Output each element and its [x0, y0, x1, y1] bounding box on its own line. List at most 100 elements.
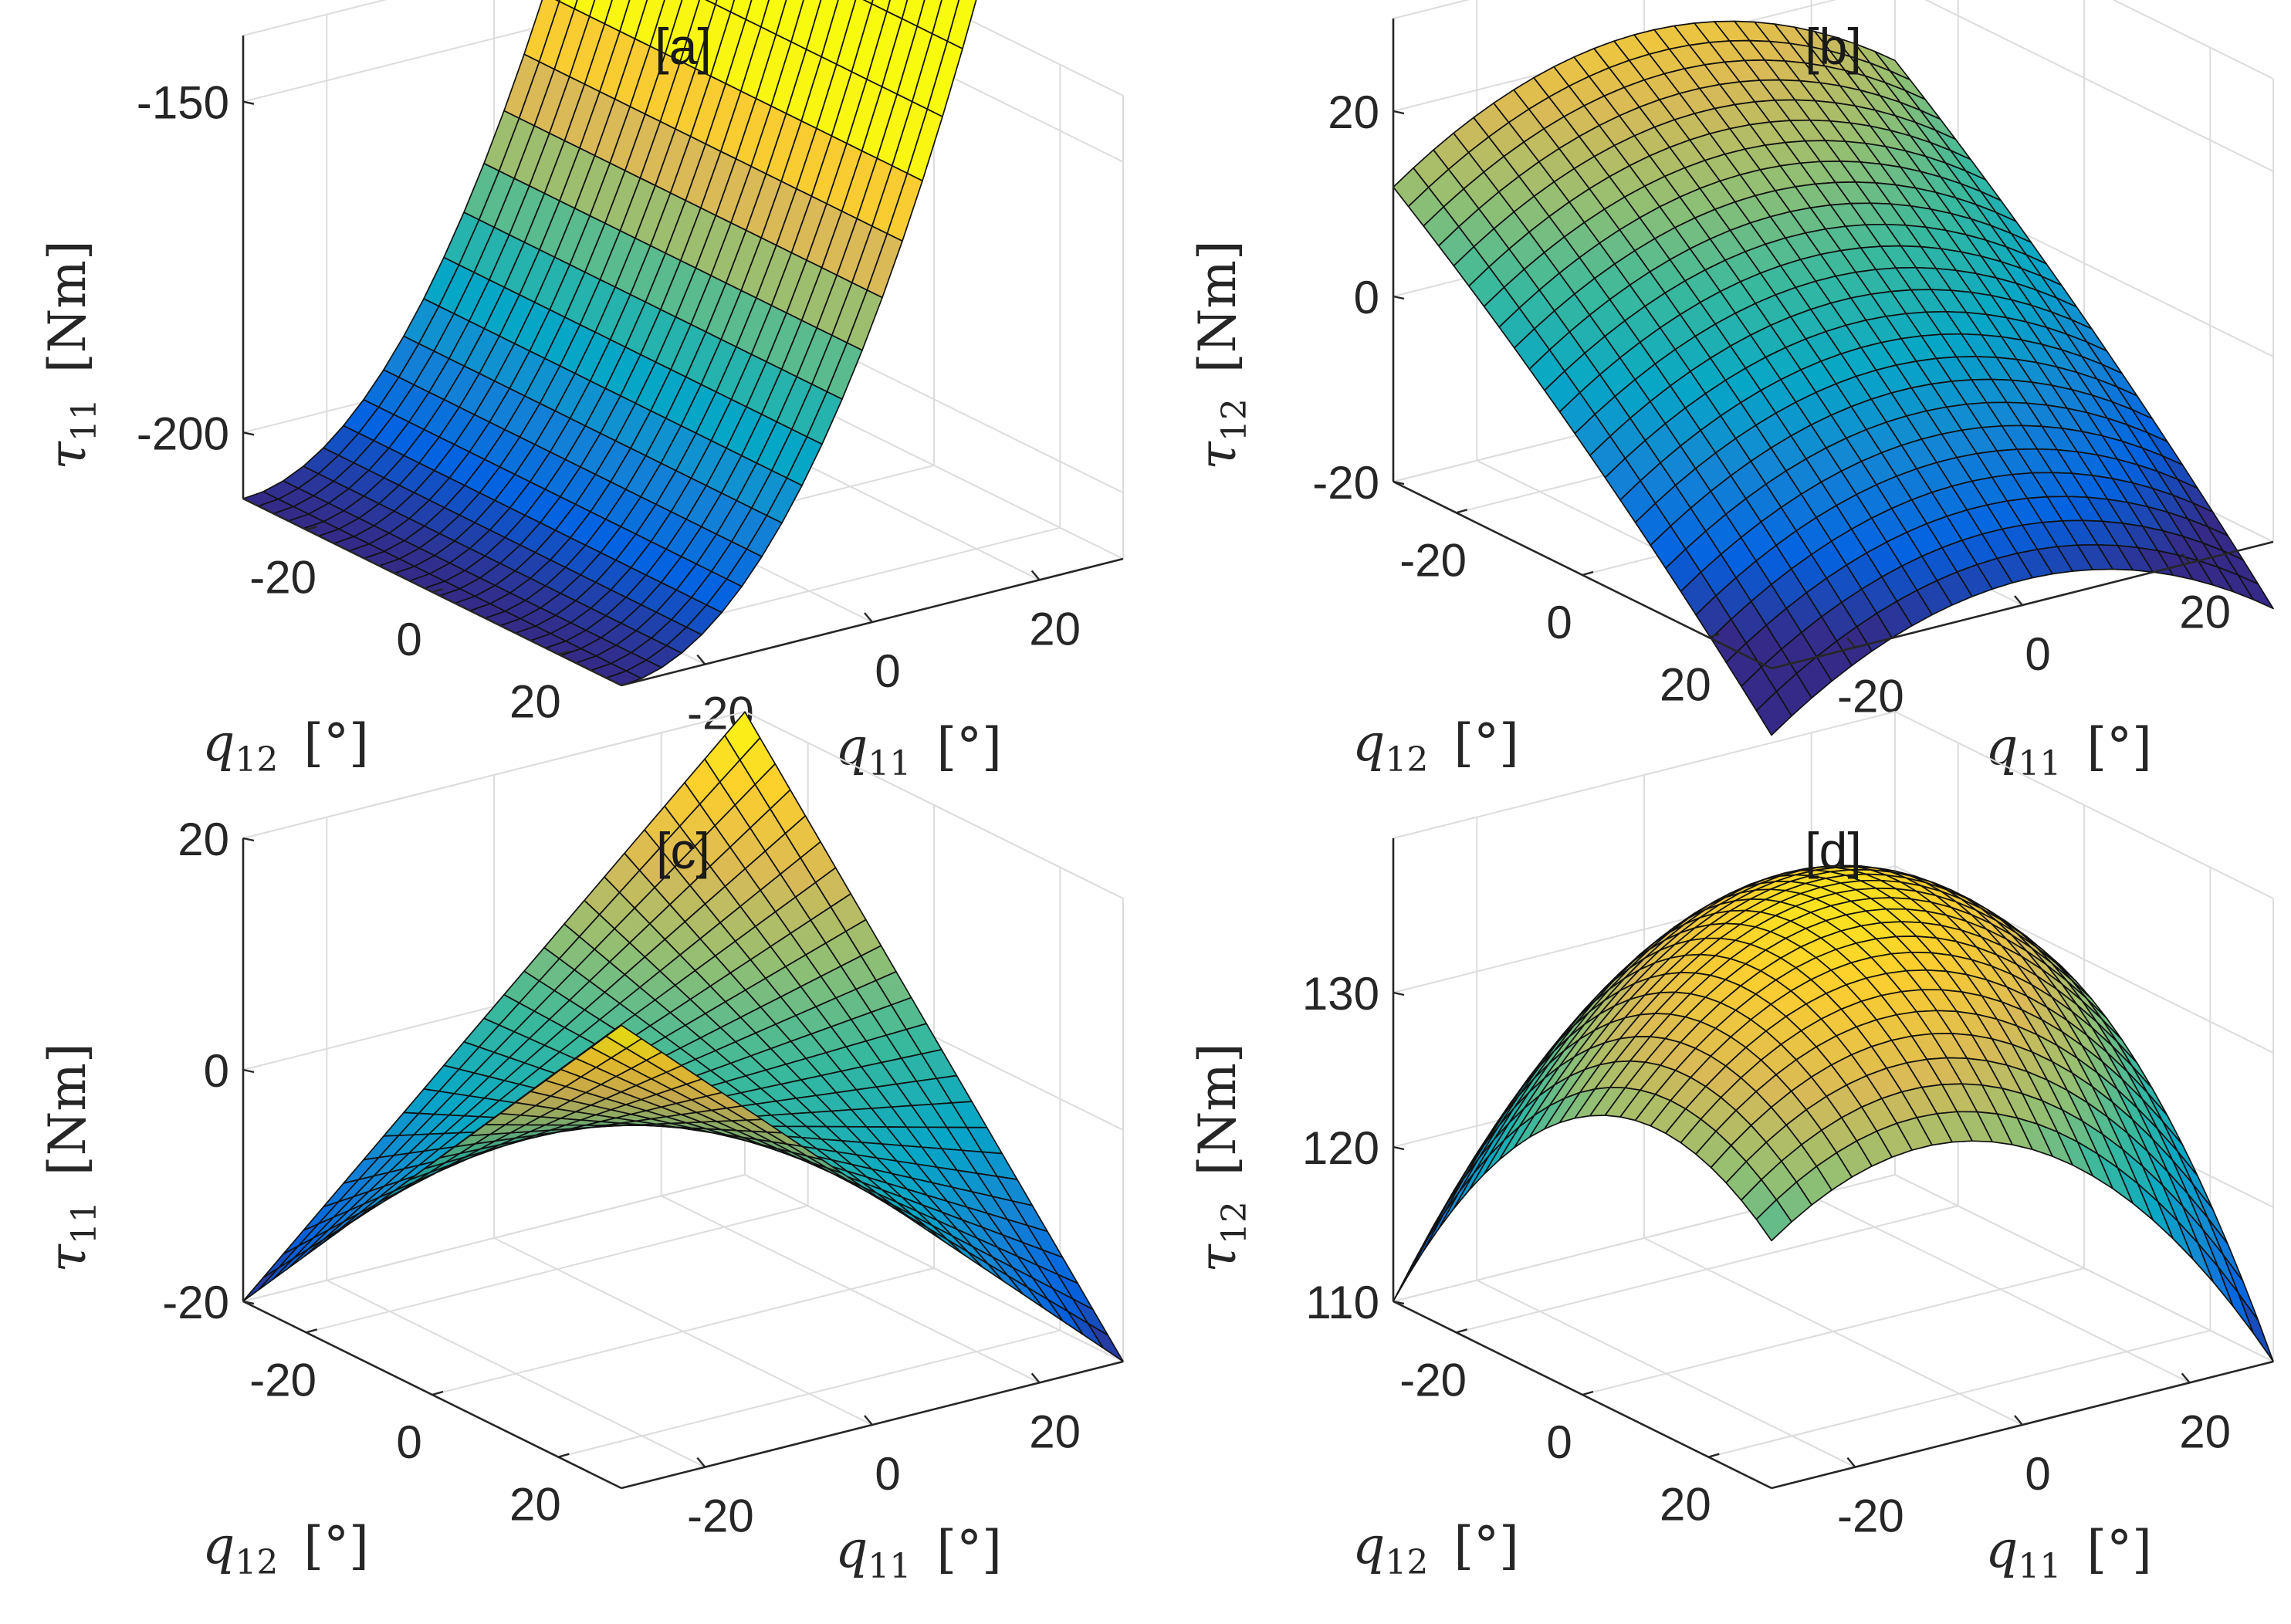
x-tick-label: -20 — [1837, 1490, 1904, 1542]
y-tick — [1582, 570, 1594, 577]
z-tick — [1393, 1300, 1405, 1305]
x-axis-label: q11 [°] — [1985, 1520, 2152, 1586]
z-tick — [1393, 295, 1405, 300]
z-axis-label: τ11 [Nm] — [38, 240, 104, 469]
z-tick-label: -20 — [1312, 457, 1379, 509]
z-tick-label: 20 — [1328, 86, 1379, 138]
surface-patch — [605, 1024, 642, 1049]
panel-title: [c] — [656, 822, 710, 879]
panel-c: -20 0 20 -20 0 20 -20 0 20 [c] τ11 [Nm] q11 [°] q12 … — [38, 710, 1124, 1586]
y-axis-label: q12 [°] — [202, 713, 369, 780]
y-tick — [1456, 1328, 1467, 1334]
z-tick-label: 130 — [1302, 968, 1379, 1020]
x-tick — [1846, 1457, 1856, 1468]
axes: -20 0 20 -20 0 20 -20 0 20 — [1312, 19, 2274, 722]
x-tick-label: 20 — [2179, 586, 2231, 638]
y-tick-label: 0 — [1546, 597, 1572, 648]
z-tick — [242, 837, 255, 842]
x-tick — [2014, 595, 2023, 606]
z-tick — [1393, 1145, 1405, 1151]
axes: -20 0 20 -20 0 20 110 120 130 — [1302, 838, 2274, 1542]
panel-title: [b] — [1805, 18, 1861, 75]
z-tick-label: 20 — [178, 814, 229, 865]
x-tick — [1030, 1372, 1041, 1384]
z-tick — [1393, 480, 1405, 486]
x-axis-label: q11 [°] — [1985, 717, 2152, 783]
surface — [1393, 20, 2274, 736]
y-tick-label: 0 — [1546, 1416, 1572, 1468]
z-tick-label: 120 — [1302, 1122, 1379, 1174]
y-tick — [431, 1390, 444, 1396]
z-axis-label: τ11 [Nm] — [38, 1043, 104, 1272]
x-tick-label: 20 — [2179, 1406, 2231, 1457]
z-tick-label: -20 — [162, 1277, 229, 1328]
panel-b: -20 0 20 -20 0 20 -20 0 20 [b] τ12 [Nm] q11 [°] q12 … — [1188, 0, 2274, 783]
x-tick — [864, 612, 873, 623]
y-tick — [1456, 509, 1467, 514]
y-tick — [1708, 633, 1720, 638]
panel-title: [a] — [655, 18, 711, 75]
x-tick-label: 0 — [875, 645, 900, 697]
x-tick — [1030, 570, 1041, 581]
x-tick — [2014, 1415, 2023, 1426]
y-tick — [306, 526, 317, 531]
x-tick — [2181, 1372, 2191, 1384]
y-tick — [558, 1453, 570, 1458]
y-tick-label: 20 — [1660, 1479, 1711, 1531]
axes: -20 0 20 -20 0 20 -20 0 20 — [162, 814, 1124, 1542]
x-axis-label: q11 [°] — [835, 717, 1002, 783]
z-axis-label: τ12 [Nm] — [1188, 240, 1254, 469]
surface-patch — [1755, 1199, 1792, 1242]
x-tick-label: 20 — [1029, 1406, 1081, 1457]
surface — [242, 0, 977, 686]
z-tick-label: 110 — [1305, 1277, 1379, 1328]
y-tick-label: 20 — [509, 676, 561, 728]
panel-title: [d] — [1805, 822, 1861, 879]
z-tick-label: 0 — [1354, 272, 1379, 323]
x-tick — [864, 1415, 873, 1426]
x-tick — [696, 1457, 706, 1468]
y-tick-label: 0 — [396, 614, 421, 665]
y-axis-label: q12 [°] — [1352, 1516, 1519, 1582]
y-tick-label: -20 — [1399, 1354, 1467, 1406]
y-tick — [1582, 1390, 1594, 1396]
surface — [242, 711, 1124, 1362]
y-axis-label: q12 [°] — [202, 1516, 369, 1582]
y-tick-label: -20 — [1399, 534, 1467, 586]
x-tick-label: -20 — [687, 1490, 754, 1542]
x-axis-label: q11 [°] — [835, 1520, 1002, 1586]
y-tick-label: 20 — [509, 1479, 561, 1531]
y-tick — [558, 650, 570, 655]
y-tick — [1708, 1453, 1720, 1458]
x-tick — [696, 654, 706, 665]
y-axis-label: q12 [°] — [1352, 713, 1519, 780]
x-tick — [1846, 637, 1856, 648]
x-tick — [2181, 553, 2191, 564]
grid — [242, 710, 1124, 1468]
y-tick-label: 20 — [1660, 659, 1711, 711]
y-tick-label: 0 — [396, 1416, 421, 1468]
z-tick — [242, 1068, 255, 1074]
z-tick — [242, 100, 255, 105]
x-tick-label: 20 — [1029, 603, 1081, 655]
y-tick — [306, 1328, 317, 1334]
panel-d: -20 0 20 -20 0 20 110 120 130 [d] τ12 [Nm] q11 [°] q… — [1188, 711, 2274, 1586]
x-tick-label: -20 — [1837, 671, 1904, 722]
x-tick-label: 0 — [875, 1448, 900, 1500]
y-tick-label: -20 — [249, 1354, 316, 1406]
y-tick — [431, 587, 444, 594]
z-tick — [242, 1300, 255, 1305]
surface — [1393, 864, 2274, 1362]
z-tick — [242, 431, 255, 436]
z-axis-label: τ12 [Nm] — [1188, 1043, 1254, 1272]
surface-patch — [1755, 691, 1792, 736]
x-tick-label: 0 — [2025, 628, 2050, 680]
z-tick — [1393, 110, 1405, 115]
z-tick-label: 0 — [204, 1045, 229, 1097]
z-tick-label: -200 — [137, 408, 229, 459]
z-tick-label: -150 — [137, 77, 229, 129]
x-tick-label: 0 — [2025, 1448, 2050, 1500]
